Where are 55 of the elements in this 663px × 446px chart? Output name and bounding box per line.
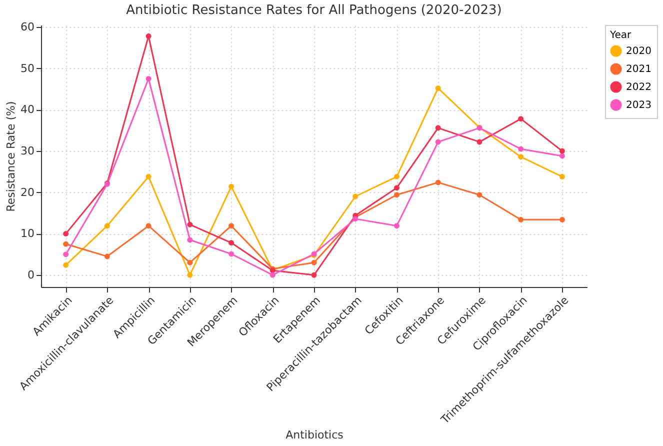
point — [435, 85, 441, 91]
point — [559, 174, 565, 180]
point — [518, 116, 524, 122]
point — [187, 237, 193, 243]
point — [435, 125, 441, 131]
point — [146, 223, 152, 229]
point — [311, 272, 317, 278]
chart-title: Antibiotic Resistance Rates for All Pathogens (2020-2023) — [126, 3, 502, 18]
point — [187, 222, 193, 228]
y-tick-label: 50 — [20, 62, 34, 75]
point — [104, 254, 110, 260]
point — [63, 230, 69, 236]
y-tick-label: 10 — [20, 227, 34, 240]
point — [146, 33, 152, 39]
point — [518, 216, 524, 222]
legend-label: 2022 — [626, 82, 652, 93]
point — [559, 153, 565, 159]
point — [63, 252, 69, 258]
legend-label: 2020 — [626, 46, 652, 57]
point — [394, 223, 400, 229]
y-axis-title: Resistance Rate (%) — [4, 101, 18, 212]
y-tick-label: 30 — [20, 144, 34, 158]
point — [435, 180, 441, 186]
legend-label: 2021 — [626, 64, 652, 75]
point — [518, 146, 524, 152]
point — [476, 192, 482, 198]
point — [187, 272, 193, 278]
point — [146, 76, 152, 82]
point — [559, 216, 565, 222]
legend-label: 2023 — [626, 100, 652, 111]
point — [63, 262, 69, 268]
y-tick-label: 40 — [20, 103, 34, 116]
point — [228, 184, 234, 190]
point — [394, 174, 400, 180]
y-tick-label: 60 — [20, 20, 34, 34]
y-tick-label: 20 — [20, 186, 34, 199]
point — [352, 194, 358, 200]
x-axis-title: Antibiotics — [286, 428, 344, 442]
point — [518, 154, 524, 160]
point — [187, 260, 193, 266]
point — [104, 223, 110, 229]
legend-title: Year — [609, 30, 632, 41]
point — [228, 223, 234, 229]
point — [394, 185, 400, 191]
point — [228, 240, 234, 246]
y-tick-label: 0 — [28, 268, 34, 282]
point — [270, 272, 276, 278]
point — [311, 260, 317, 266]
point — [476, 139, 482, 145]
point — [394, 192, 400, 198]
point — [435, 139, 441, 145]
point — [146, 174, 152, 180]
point — [63, 241, 69, 247]
point — [228, 251, 234, 257]
point — [559, 148, 565, 154]
